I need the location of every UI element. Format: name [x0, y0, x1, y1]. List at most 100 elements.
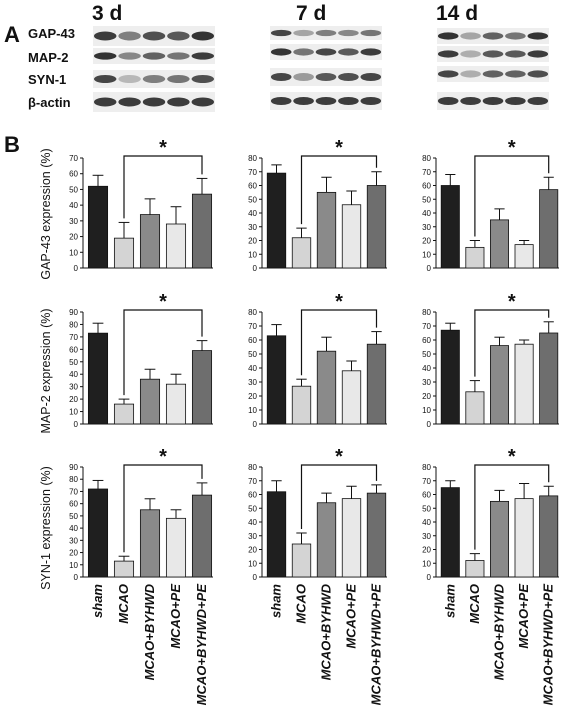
western-blot-images: [93, 26, 549, 112]
bar-mcao: [113, 403, 135, 425]
blot-band: [167, 31, 190, 41]
y-tick-label: 40: [69, 370, 78, 379]
blot-band: [437, 32, 459, 40]
y-tick-label: 30: [69, 383, 78, 392]
blot-band: [191, 74, 215, 84]
bar-sham: [87, 488, 109, 578]
bar-chart-7: 0 10 20 30 40 50 60 70 80 *: [248, 446, 387, 582]
bar-mcao-byhwd: [489, 345, 510, 425]
x-label-mcao-byhwd-pe: MCAO+BYHWD+PE: [541, 584, 556, 706]
bar-mcao-byhwd: [316, 191, 337, 269]
x-label-mcao-byhwd: MCAO+BYHWD: [492, 583, 507, 680]
bar-chart-2: 0 10 20 30 40 50 60 70 80 *: [422, 137, 559, 273]
significance-star: *: [508, 291, 516, 313]
significance-bracket: [300, 309, 378, 376]
blot-band: [505, 50, 526, 58]
y-tick-label: 0: [427, 420, 432, 429]
blot-band: [191, 97, 215, 107]
y-tick-label: 60: [248, 182, 257, 191]
blot-band: [460, 50, 481, 58]
y-tick-label: 80: [248, 154, 257, 163]
blot-band: [460, 70, 481, 78]
significance-star: *: [159, 291, 167, 313]
blot-band: [93, 97, 117, 107]
x-label-mcao-byhwd-pe: MCAO+BYHWD+PE: [194, 584, 209, 706]
y-tick-label: 20: [422, 392, 431, 401]
y-tick-label: 60: [69, 345, 78, 354]
significance-star: *: [159, 137, 167, 159]
y-tick-label: 70: [422, 477, 431, 486]
significance-star: *: [335, 291, 343, 313]
ylabel-syn1: SYN-1 expression (%): [39, 466, 53, 590]
blot-band: [142, 97, 166, 107]
y-tick-label: 60: [422, 336, 431, 345]
y-tick-label: 50: [422, 350, 431, 359]
y-tick-label: 20: [69, 395, 78, 404]
significance-star: *: [159, 446, 167, 468]
significance-star: *: [335, 446, 343, 468]
y-tick-label: 40: [69, 524, 78, 533]
blot-label-beta-actin: β-actin: [28, 95, 71, 110]
bar-mcao-byhwd: [139, 378, 161, 425]
blot-band: [167, 97, 190, 107]
y-tick-label: 90: [69, 308, 78, 317]
y-tick-label: 60: [248, 336, 257, 345]
y-tick-label: 10: [69, 561, 78, 570]
y-tick-label: 0: [74, 420, 79, 429]
bar-mcao-pe: [514, 343, 534, 425]
blot-band: [93, 31, 117, 41]
blot-band: [338, 48, 359, 56]
bar-mcao-pe: [165, 517, 187, 578]
blot-band: [93, 52, 117, 60]
blot-band: [527, 70, 549, 78]
blot-band: [293, 72, 314, 82]
y-tick-label: 40: [248, 518, 257, 527]
bar-chart-8: 0 10 20 30 40 50 60 70 80 *: [422, 446, 559, 582]
y-tick-label: 60: [248, 491, 257, 500]
bar-mcao: [113, 237, 135, 269]
bar-chart-3: 0 10 20 30 40 50 60 70 80 90 *: [69, 291, 213, 429]
y-tick-label: 70: [422, 322, 431, 331]
blot-band: [482, 32, 504, 40]
y-tick-label: 70: [422, 168, 431, 177]
bar-mcao-byhwd-pe: [366, 343, 387, 425]
bar-mcao-byhwd: [316, 350, 337, 425]
bar-mcao: [465, 560, 485, 578]
significance-star: *: [508, 446, 516, 468]
x-category-labels: sham MCAO MCAO+BYHWD MCAO+PE MCAO+BYHWD+PE sh…: [90, 583, 556, 705]
blot-band: [118, 74, 141, 84]
blot-band: [360, 96, 382, 106]
y-tick-label: 10: [248, 406, 257, 415]
y-tick-label: 20: [248, 546, 257, 555]
panel-label-b: B: [4, 132, 20, 157]
bar-sham: [87, 185, 109, 269]
bar-chart-5: 0 10 20 30 40 50 60 70 80 *: [422, 291, 559, 429]
bar-sham: [266, 172, 287, 269]
significance-bracket: [474, 155, 550, 237]
y-tick-label: 30: [69, 536, 78, 545]
significance-bracket: [300, 464, 378, 529]
y-tick-label: 20: [69, 549, 78, 558]
bar-mcao: [291, 543, 312, 578]
blot-band: [482, 50, 504, 58]
blot-label-gap43: GAP-43: [28, 26, 75, 41]
y-tick-label: 70: [248, 168, 257, 177]
y-tick-label: 20: [248, 237, 257, 246]
y-tick-label: 30: [248, 532, 257, 541]
x-label-mcao-pe: MCAO+PE: [168, 584, 183, 649]
x-label-mcao: MCAO: [116, 584, 131, 624]
y-tick-label: 50: [69, 185, 78, 194]
bar-mcao-byhwd-pe: [539, 189, 559, 269]
y-tick-label: 70: [248, 322, 257, 331]
blot-band: [437, 70, 459, 78]
bar-mcao-byhwd: [489, 219, 510, 269]
y-tick-label: 30: [422, 223, 431, 232]
bar-mcao-byhwd-pe: [191, 350, 213, 425]
bar-mcao-pe: [514, 498, 534, 578]
y-tick-label: 0: [253, 573, 258, 582]
y-tick-label: 10: [69, 248, 78, 257]
y-tick-label: 80: [248, 308, 257, 317]
y-tick-label: 20: [69, 233, 78, 242]
blot-band: [293, 48, 314, 56]
